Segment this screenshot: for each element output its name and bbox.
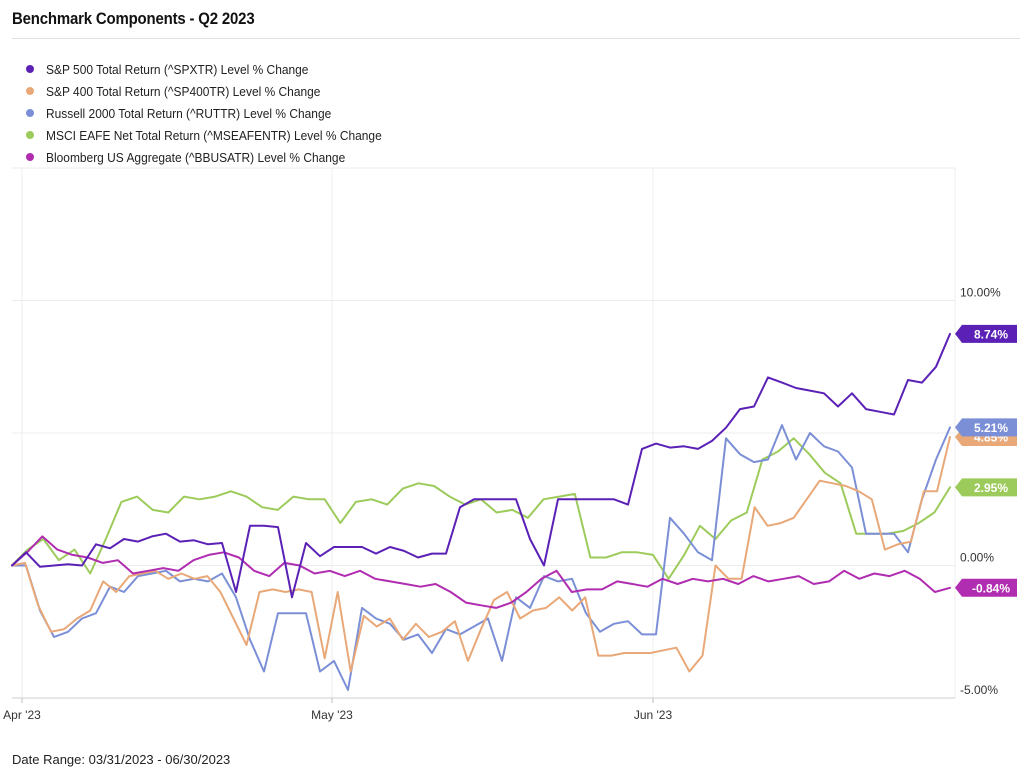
- legend-item[interactable]: Bloomberg US Aggregate (^BBUSATR) Level …: [26, 146, 411, 168]
- chart-legend: S&P 500 Total Return (^SPXTR) Level % Ch…: [26, 58, 411, 168]
- date-range-footer: Date Range: 03/31/2023 - 06/30/2023: [12, 752, 231, 767]
- series-line[interactable]: [11, 436, 951, 673]
- legend-marker: [26, 131, 34, 139]
- x-tick-label: Jun '23: [634, 708, 673, 722]
- legend-item[interactable]: S&P 400 Total Return (^SP400TR) Level % …: [26, 80, 411, 102]
- legend-item[interactable]: S&P 500 Total Return (^SPXTR) Level % Ch…: [26, 58, 411, 80]
- chart-title: Benchmark Components - Q2 2023: [12, 9, 255, 28]
- end-label-text: 5.21%: [974, 421, 1008, 435]
- end-value-label: -0.84%: [955, 578, 1017, 597]
- end-label-flag: [955, 578, 1017, 597]
- legend-label: MSCI EAFE Net Total Return (^MSEAFENTR) …: [46, 127, 382, 143]
- legend-marker: [26, 65, 34, 73]
- y-tick-label: 10.00%: [960, 286, 1001, 300]
- end-label-text: 2.95%: [974, 481, 1008, 495]
- y-tick-label: 0.00%: [960, 551, 994, 565]
- end-label-flag: [955, 324, 1017, 343]
- series-line[interactable]: [11, 332, 951, 599]
- legend-label: S&P 400 Total Return (^SP400TR) Level % …: [46, 83, 321, 99]
- title-divider: [12, 38, 1020, 39]
- legend-marker: [26, 87, 34, 95]
- end-value-label: 5.21%: [955, 418, 1017, 437]
- legend-marker: [26, 109, 34, 117]
- legend-item[interactable]: Russell 2000 Total Return (^RUTTR) Level…: [26, 102, 411, 124]
- series-line[interactable]: [11, 424, 951, 691]
- x-tick-label: May '23: [311, 708, 353, 722]
- end-value-label: 2.95%: [955, 478, 1017, 497]
- legend-label: S&P 500 Total Return (^SPXTR) Level % Ch…: [46, 61, 309, 77]
- x-tick-label: Apr '23: [3, 708, 41, 722]
- series-line[interactable]: [11, 437, 951, 580]
- legend-marker: [26, 153, 34, 161]
- end-label-text: -0.84%: [972, 581, 1010, 595]
- end-label-text: 8.74%: [974, 327, 1008, 341]
- legend-item[interactable]: MSCI EAFE Net Total Return (^MSEAFENTR) …: [26, 124, 411, 146]
- legend-label: Bloomberg US Aggregate (^BBUSATR) Level …: [46, 149, 346, 165]
- end-label-flag: [955, 478, 1017, 497]
- y-tick-label: -5.00%: [960, 683, 998, 697]
- series-line[interactable]: [11, 535, 951, 609]
- end-value-label: 8.74%: [955, 324, 1017, 343]
- legend-label: Russell 2000 Total Return (^RUTTR) Level…: [46, 105, 332, 121]
- end-label-flag: [955, 418, 1017, 437]
